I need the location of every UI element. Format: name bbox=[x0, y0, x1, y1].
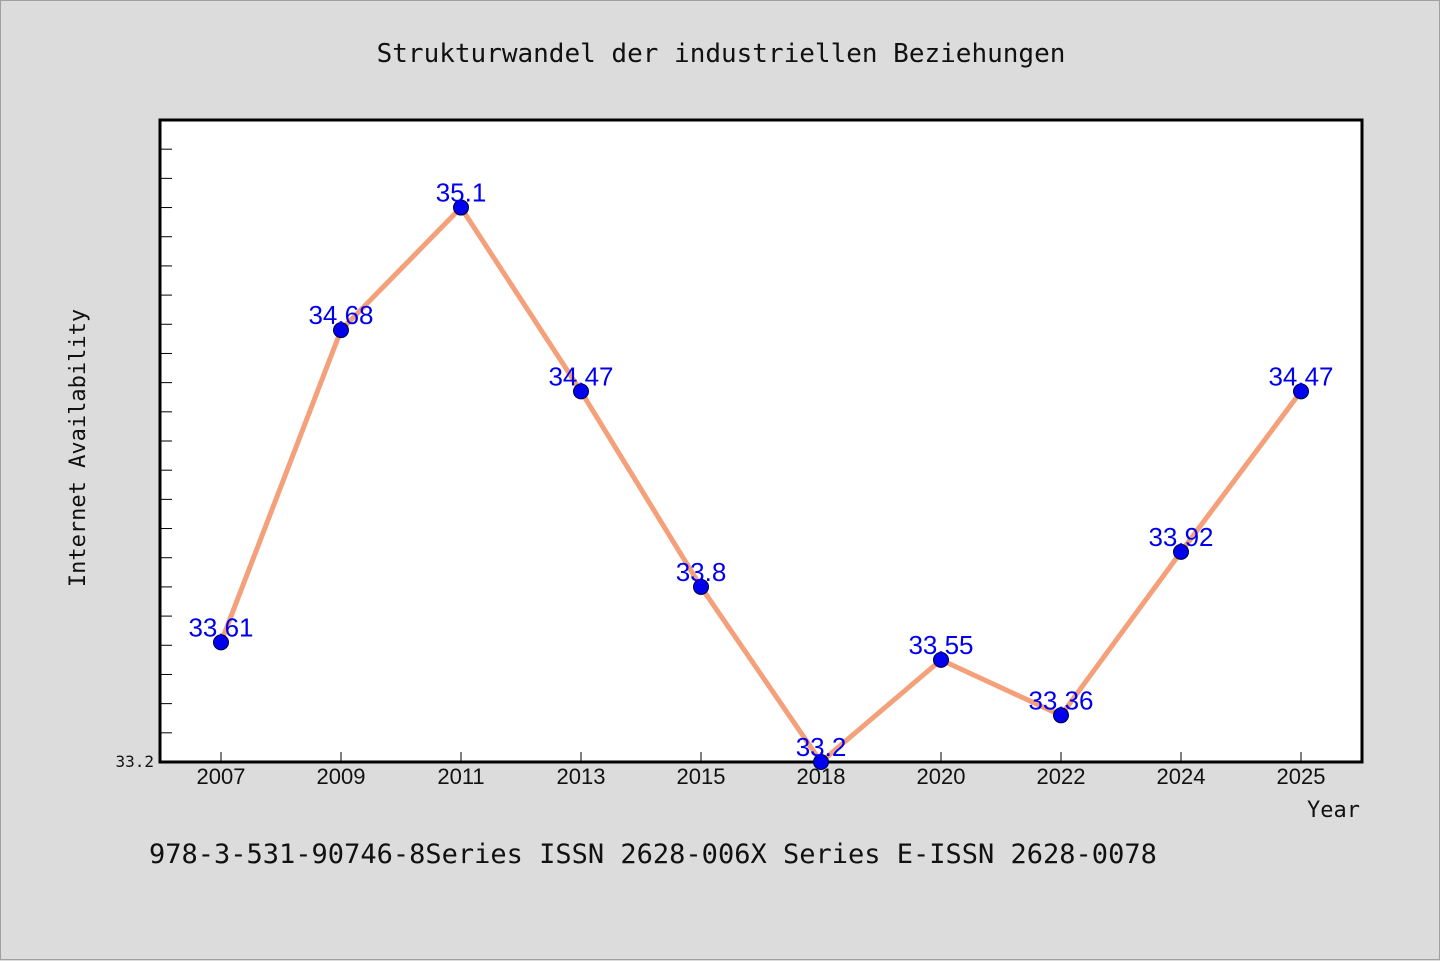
x-tick-label: 2020 bbox=[917, 764, 966, 789]
data-label: 33.2 bbox=[796, 732, 847, 762]
x-axis-tick-labels: 2007 2009 2011 2013 2015 2018 2020 2022 2024 2025 bbox=[197, 764, 1326, 789]
data-label: 33.61 bbox=[188, 612, 253, 642]
y-axis-label: Internet Availability bbox=[66, 309, 91, 587]
data-point bbox=[1053, 707, 1069, 724]
x-tick-label: 2015 bbox=[677, 764, 726, 789]
x-tick-label: 2013 bbox=[557, 764, 606, 789]
data-point bbox=[1173, 543, 1189, 560]
y-axis-tick-label: 33.2 bbox=[115, 752, 154, 771]
x-tick-label: 2024 bbox=[1157, 764, 1206, 789]
data-label: 33.92 bbox=[1148, 522, 1213, 552]
data-label: 33.55 bbox=[908, 630, 973, 660]
data-point bbox=[693, 578, 709, 595]
series-layer: 33.61 34.68 35.1 34.47 33.8 33.2 33.55 33.36 33.… bbox=[188, 178, 1334, 770]
chart-title: Strukturwandel der industriellen Beziehu… bbox=[377, 39, 1066, 69]
data-point bbox=[573, 383, 589, 400]
x-tick-label: 2009 bbox=[317, 764, 366, 789]
data-label: 33.36 bbox=[1028, 685, 1093, 715]
data-point bbox=[933, 651, 949, 668]
x-tick-label: 2011 bbox=[437, 764, 484, 789]
x-tick-label: 2007 bbox=[197, 764, 246, 789]
data-label: 35.1 bbox=[436, 178, 487, 208]
y-axis-minor-ticks bbox=[160, 148, 172, 734]
data-label: 34.68 bbox=[308, 300, 373, 330]
data-label: 34.47 bbox=[548, 361, 613, 391]
x-axis-label: Year bbox=[1307, 798, 1360, 823]
data-point bbox=[813, 754, 829, 770]
data-label: 34.47 bbox=[1268, 361, 1333, 391]
data-point bbox=[333, 322, 349, 339]
x-tick-label: 2022 bbox=[1037, 764, 1086, 789]
data-point bbox=[453, 199, 469, 216]
data-point bbox=[1293, 383, 1309, 400]
data-label: 33.8 bbox=[676, 557, 727, 587]
plot-area bbox=[158, 118, 1364, 764]
footer-isbn-issn-text: 978-3-531-90746-8Series ISSN 2628-006X S… bbox=[149, 839, 1157, 870]
x-tick-label: 2025 bbox=[1277, 764, 1326, 789]
series-line bbox=[218, 205, 1304, 765]
data-point bbox=[213, 634, 229, 651]
